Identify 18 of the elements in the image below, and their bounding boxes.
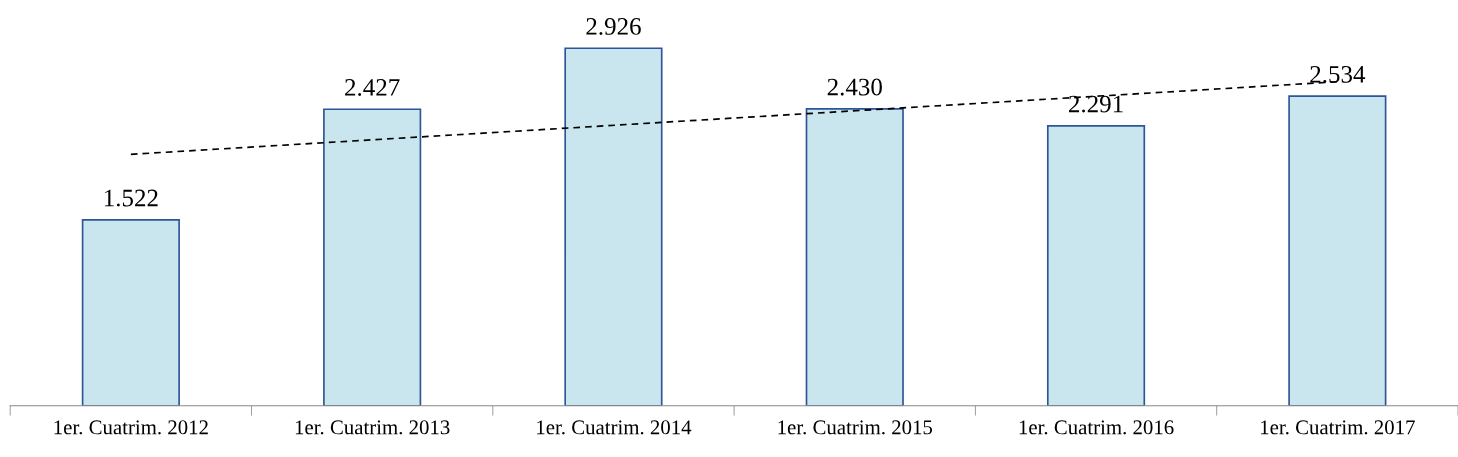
x-tick-label: 1er. Cuatrim. 2014 xyxy=(537,420,692,435)
data-label: 2.430 xyxy=(827,78,882,96)
bar xyxy=(81,218,180,406)
bar xyxy=(564,47,663,406)
bar xyxy=(1288,95,1387,406)
data-label: 2.926 xyxy=(586,18,641,35)
x-tick-label: 1er. Cuatrim. 2012 xyxy=(54,420,208,435)
x-tick-label: 1er. Cuatrim. 2017 xyxy=(1261,420,1415,435)
x-tick-label: 1er. Cuatrim. 2015 xyxy=(778,420,933,435)
data-label: 2.534 xyxy=(1310,65,1366,83)
x-tick-label: 1er. Cuatrim. 2016 xyxy=(1019,420,1174,435)
bar xyxy=(1046,125,1146,406)
data-label: 2.291 xyxy=(1069,95,1123,113)
bar xyxy=(805,108,904,406)
data-label: 2.427 xyxy=(345,79,400,96)
bar xyxy=(323,108,422,406)
x-tick-label: 1er. Cuatrim. 2013 xyxy=(295,420,450,435)
data-label: 1.522 xyxy=(104,189,158,207)
